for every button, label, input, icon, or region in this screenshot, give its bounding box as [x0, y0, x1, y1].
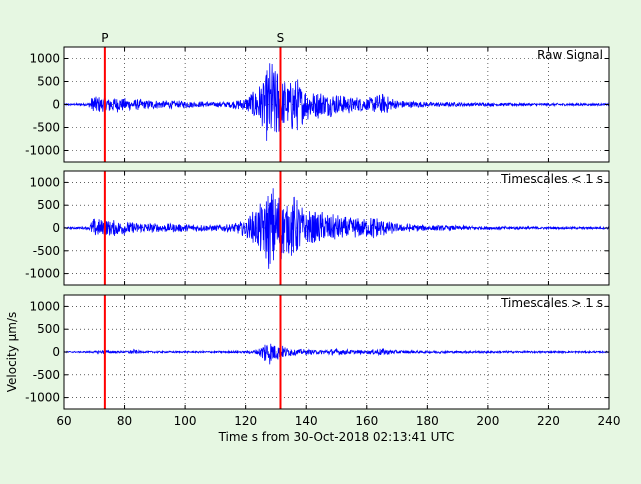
- x-tick-label: 120: [234, 414, 257, 428]
- x-tick-label: 240: [598, 414, 621, 428]
- signal-trace: [63, 343, 610, 365]
- y-tick-label: -1000: [25, 267, 60, 281]
- x-tick-label: 200: [476, 414, 499, 428]
- y-tick-label: -500: [33, 121, 60, 135]
- y-tick-label: 500: [37, 322, 60, 336]
- y-tick-label: 1000: [29, 175, 60, 189]
- y-tick-label: -500: [33, 368, 60, 382]
- x-tick-label: 160: [355, 414, 378, 428]
- x-tick-label: 60: [56, 414, 71, 428]
- x-tick-label: 80: [117, 414, 132, 428]
- panel-title: Timescales > 1 s: [500, 296, 603, 310]
- panel-title: Timescales < 1 s: [500, 172, 603, 186]
- y-tick-label: 500: [37, 75, 60, 89]
- signal-trace: [63, 63, 610, 141]
- y-tick-label: 0: [52, 221, 60, 235]
- y-tick-label: 0: [52, 98, 60, 112]
- x-tick-label: 220: [537, 414, 560, 428]
- y-tick-label: 0: [52, 345, 60, 359]
- panel-title: Raw Signal: [537, 48, 603, 62]
- x-tick-label: 100: [174, 414, 197, 428]
- y-tick-label: -1000: [25, 144, 60, 158]
- y-tick-label: -1000: [25, 391, 60, 405]
- y-tick-label: 1000: [29, 52, 60, 66]
- x-tick-label: 180: [416, 414, 439, 428]
- phase-marker-label: S: [277, 31, 285, 45]
- signal-trace: [63, 188, 610, 269]
- y-tick-label: 1000: [29, 299, 60, 313]
- x-tick-label: 140: [295, 414, 318, 428]
- phase-marker-label: P: [101, 31, 108, 45]
- y-tick-label: -500: [33, 244, 60, 258]
- y-axis-label: Velocity μm/s: [5, 312, 19, 393]
- y-tick-label: 500: [37, 198, 60, 212]
- x-axis-label: Time s from 30-Oct-2018 02:13:41 UTC: [218, 430, 455, 444]
